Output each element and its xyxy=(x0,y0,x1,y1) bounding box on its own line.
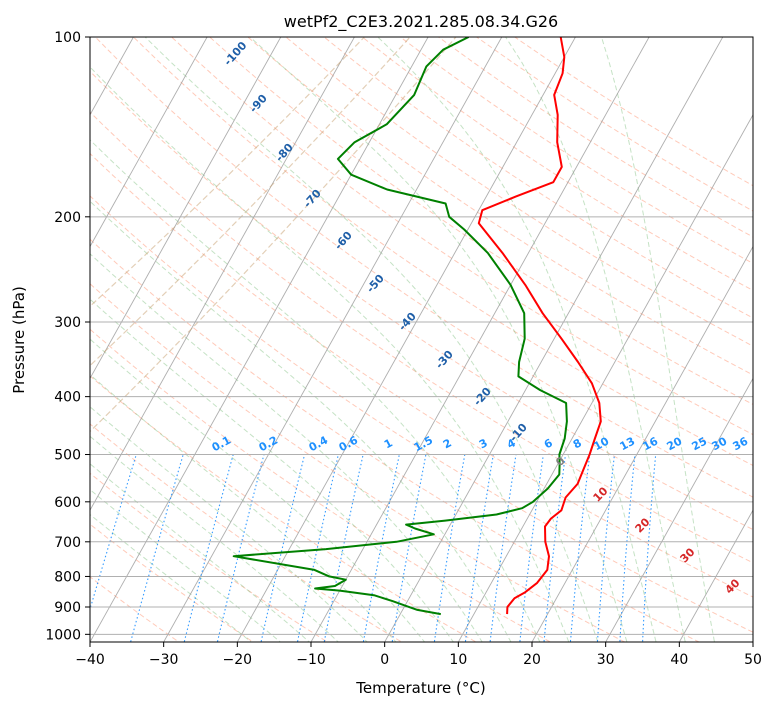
dry-adiabat-line xyxy=(90,70,753,531)
dry-adiabat-line xyxy=(323,37,753,319)
isotherm-line xyxy=(90,37,208,248)
mixing-ratio-line xyxy=(130,454,184,642)
y-tick-label: 600 xyxy=(54,495,81,511)
mixing-ratio-label: 10 xyxy=(592,434,612,453)
mixing-ratio-line xyxy=(90,454,137,612)
x-tick-label: −10 xyxy=(296,652,326,668)
mixing-ratio-line xyxy=(260,454,306,642)
y-tick-label: 200 xyxy=(54,210,81,226)
mixing-ratio-label: 16 xyxy=(641,434,661,453)
dry-adiabat-line xyxy=(90,111,753,564)
mixing-ratio-line xyxy=(519,454,544,642)
isotherm-line xyxy=(605,377,753,642)
mixing-ratio-line xyxy=(489,454,517,642)
moist-adiabat-line xyxy=(90,338,426,642)
x-tick-label: −30 xyxy=(149,652,179,668)
reference-arc-line xyxy=(90,37,457,433)
isotherm-line xyxy=(90,37,429,642)
profile-series xyxy=(232,37,602,616)
isotherm-line xyxy=(678,509,753,642)
x-tick-label: 20 xyxy=(523,652,541,668)
y-axis: 100 200 300 400 500 600 700 800 900 1000 xyxy=(45,30,90,643)
y-tick-label: 300 xyxy=(54,315,81,331)
y-tick-label: 500 xyxy=(54,448,81,464)
x-tick-label: 50 xyxy=(744,652,762,668)
isotherm-line xyxy=(457,113,753,642)
x-axis: −40 −30 −20 −10 0 10 20 30 40 50 xyxy=(75,642,762,668)
isotherm-line xyxy=(310,37,650,642)
y-tick-label: 800 xyxy=(54,569,81,585)
dry-adiabat-line xyxy=(132,37,753,467)
x-axis-title: Temperature (°C) xyxy=(355,679,485,697)
isotherm-line xyxy=(384,37,724,642)
x-tick-label: −20 xyxy=(223,652,253,668)
dry-adiabat-line xyxy=(90,238,701,642)
y-tick-label: 1000 xyxy=(45,627,81,643)
x-tick-label: 0 xyxy=(380,652,389,668)
mixing-ratio-line xyxy=(391,454,427,642)
chart-title: wetPf2_C2E3.2021.285.08.34.G26 xyxy=(284,12,558,32)
mixing-ratio-line xyxy=(543,454,567,642)
mixing-ratio-label: 13 xyxy=(618,435,638,454)
isotherm-line xyxy=(163,37,503,642)
dewpoint-line xyxy=(232,37,568,616)
moist-adiabat-line xyxy=(144,37,599,642)
mixing-ratio-line xyxy=(323,454,364,642)
dry-adiabat-line xyxy=(90,375,478,642)
y-tick-label: 400 xyxy=(54,390,81,406)
x-tick-label: 10 xyxy=(449,652,467,668)
mixing-ratio-label: 20 xyxy=(665,434,685,453)
x-tick-label: −40 xyxy=(75,652,105,668)
x-tick-label: 40 xyxy=(670,652,688,668)
plot-frame xyxy=(89,36,754,643)
mixing-ratio-label: 30 xyxy=(710,434,730,453)
mixing-ratio-label: 25 xyxy=(690,435,710,454)
moist-adiabat-line xyxy=(90,406,368,642)
dry-adiabat-line xyxy=(361,37,753,292)
y-axis-title: Pressure (hPa) xyxy=(10,286,28,394)
dry-adiabat-line xyxy=(94,37,753,498)
dry-adiabat-line xyxy=(90,152,753,598)
mixing-ratio-line xyxy=(183,454,234,642)
mixing-ratio-line xyxy=(433,454,466,642)
y-tick-label: 900 xyxy=(54,600,81,616)
mixing-ratio-line xyxy=(362,454,400,642)
dry-adiabat-line xyxy=(285,37,753,347)
y-tick-label: 100 xyxy=(54,30,81,46)
isotherm-line xyxy=(531,245,753,642)
x-tick-label: 30 xyxy=(597,652,615,668)
isotherm-line xyxy=(90,37,282,380)
reference-arc-line xyxy=(90,37,366,308)
isotherm-line xyxy=(236,37,576,642)
y-tick-label: 700 xyxy=(54,535,81,551)
mixing-ratio-label: 36 xyxy=(731,434,751,453)
mixing-ratio-line xyxy=(216,454,265,642)
reference-arc-line xyxy=(90,37,411,367)
temperature-line xyxy=(477,37,602,615)
pressure-grid xyxy=(90,37,753,635)
mixing-ratio-line xyxy=(464,454,494,642)
